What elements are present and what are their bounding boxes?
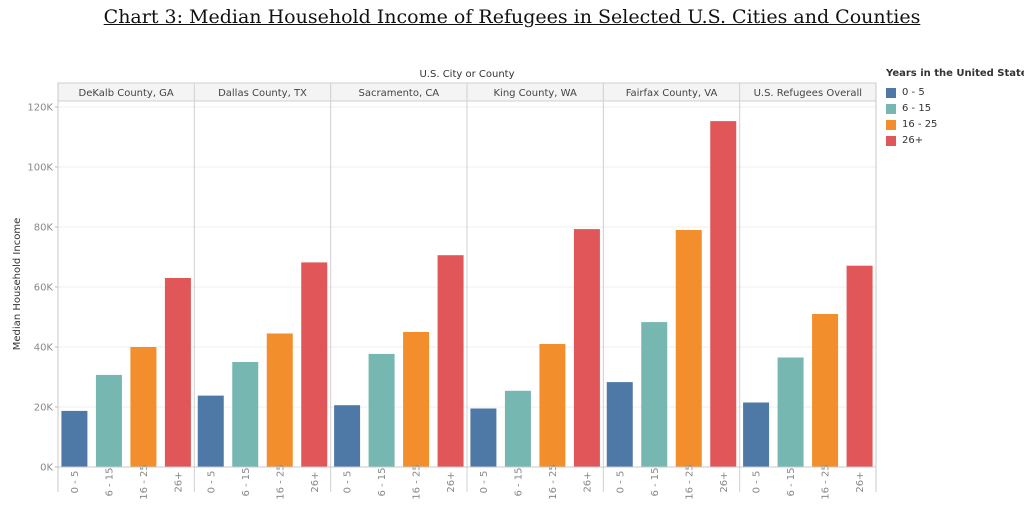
y-tick-label: 20K [34,403,54,414]
bar [539,344,566,467]
bar [301,262,328,467]
bar [61,410,88,467]
x-tick-label: 0 - 5 [206,471,217,494]
bar [437,255,464,467]
legend-item: 6 - 15 [886,101,1024,116]
legend-label: 0 - 5 [902,87,925,98]
x-tick-label: 16 - 25 [821,464,832,499]
x-tick-label: 26+ [855,471,866,492]
panel-label: King County, WA [493,88,577,99]
x-tick-label: 0 - 5 [479,471,490,494]
legend-swatch [886,103,896,114]
legend-swatch [886,119,896,130]
bar [504,390,531,467]
bar [95,374,122,467]
panel-label: Fairfax County, VA [626,88,718,99]
x-tick-label: 6 - 15 [377,467,388,496]
x-tick-label: 6 - 15 [104,467,115,496]
bar [710,121,737,467]
legend-item: 0 - 5 [886,85,1024,100]
y-axis-title: Median Household Income [12,218,23,350]
x-tick-label: 26+ [719,471,730,492]
x-tick-label: 16 - 25 [139,464,150,499]
x-tick-label: 0 - 5 [752,471,763,494]
legend-swatch [886,87,896,98]
bar [164,278,191,467]
x-tick-label: 6 - 15 [513,467,524,496]
x-tick-label: 26+ [582,471,593,492]
legend-title: Years in the United States [886,68,1024,79]
legend: Years in the United States 0 - 5 6 - 15 16… [886,68,1024,149]
x-tick-label: 6 - 15 [650,467,661,496]
bar [334,405,361,467]
y-tick-label: 120K [27,103,53,114]
bar [266,333,293,467]
legend-item: 16 - 25 [886,117,1024,132]
legend-label: 6 - 15 [902,103,932,114]
bar [777,357,804,467]
bar [846,265,873,467]
bar [675,230,702,467]
x-tick-label: 26+ [173,471,184,492]
x-tick-label: 16 - 25 [275,464,286,499]
legend-items: 0 - 5 6 - 15 16 - 25 26+ [886,85,1024,148]
y-tick-label: 60K [34,283,54,294]
panel-label: Sacramento, CA [358,88,439,99]
legend-swatch [886,135,896,146]
bar [812,314,839,467]
x-tick-label: 26+ [446,471,457,492]
panel-label: DeKalb County, GA [79,88,174,99]
y-tick-label: 80K [34,223,54,234]
bar [232,362,259,467]
legend-label: 16 - 25 [902,119,938,130]
y-tick-label: 100K [27,163,53,174]
bar [641,322,668,467]
x-tick-label: 16 - 25 [548,464,559,499]
bar [606,382,633,467]
bar [743,402,770,467]
bar [470,408,497,467]
bar [130,347,157,467]
x-tick-label: 6 - 15 [241,467,252,496]
x-tick-label: 0 - 5 [70,471,81,494]
chart-title: Chart 3: Median Household Income of Refu… [103,6,921,28]
x-tick-label: 0 - 5 [343,471,354,494]
facet-title: U.S. City or County [419,69,514,80]
bar [403,332,430,467]
panel-label: Dallas County, TX [218,88,307,99]
bar [368,353,395,467]
y-tick-label: 0K [40,463,53,474]
x-tick-label: 0 - 5 [615,471,626,494]
bar [197,395,224,467]
y-tick-label: 40K [34,343,54,354]
x-tick-label: 6 - 15 [786,467,797,496]
legend-item: 26+ [886,133,1024,148]
bar [573,229,600,467]
legend-label: 26+ [902,135,924,146]
panel-label: U.S. Refugees Overall [754,88,863,99]
x-tick-label: 26+ [310,471,321,492]
x-tick-label: 16 - 25 [412,464,423,499]
x-tick-label: 16 - 25 [684,464,695,499]
